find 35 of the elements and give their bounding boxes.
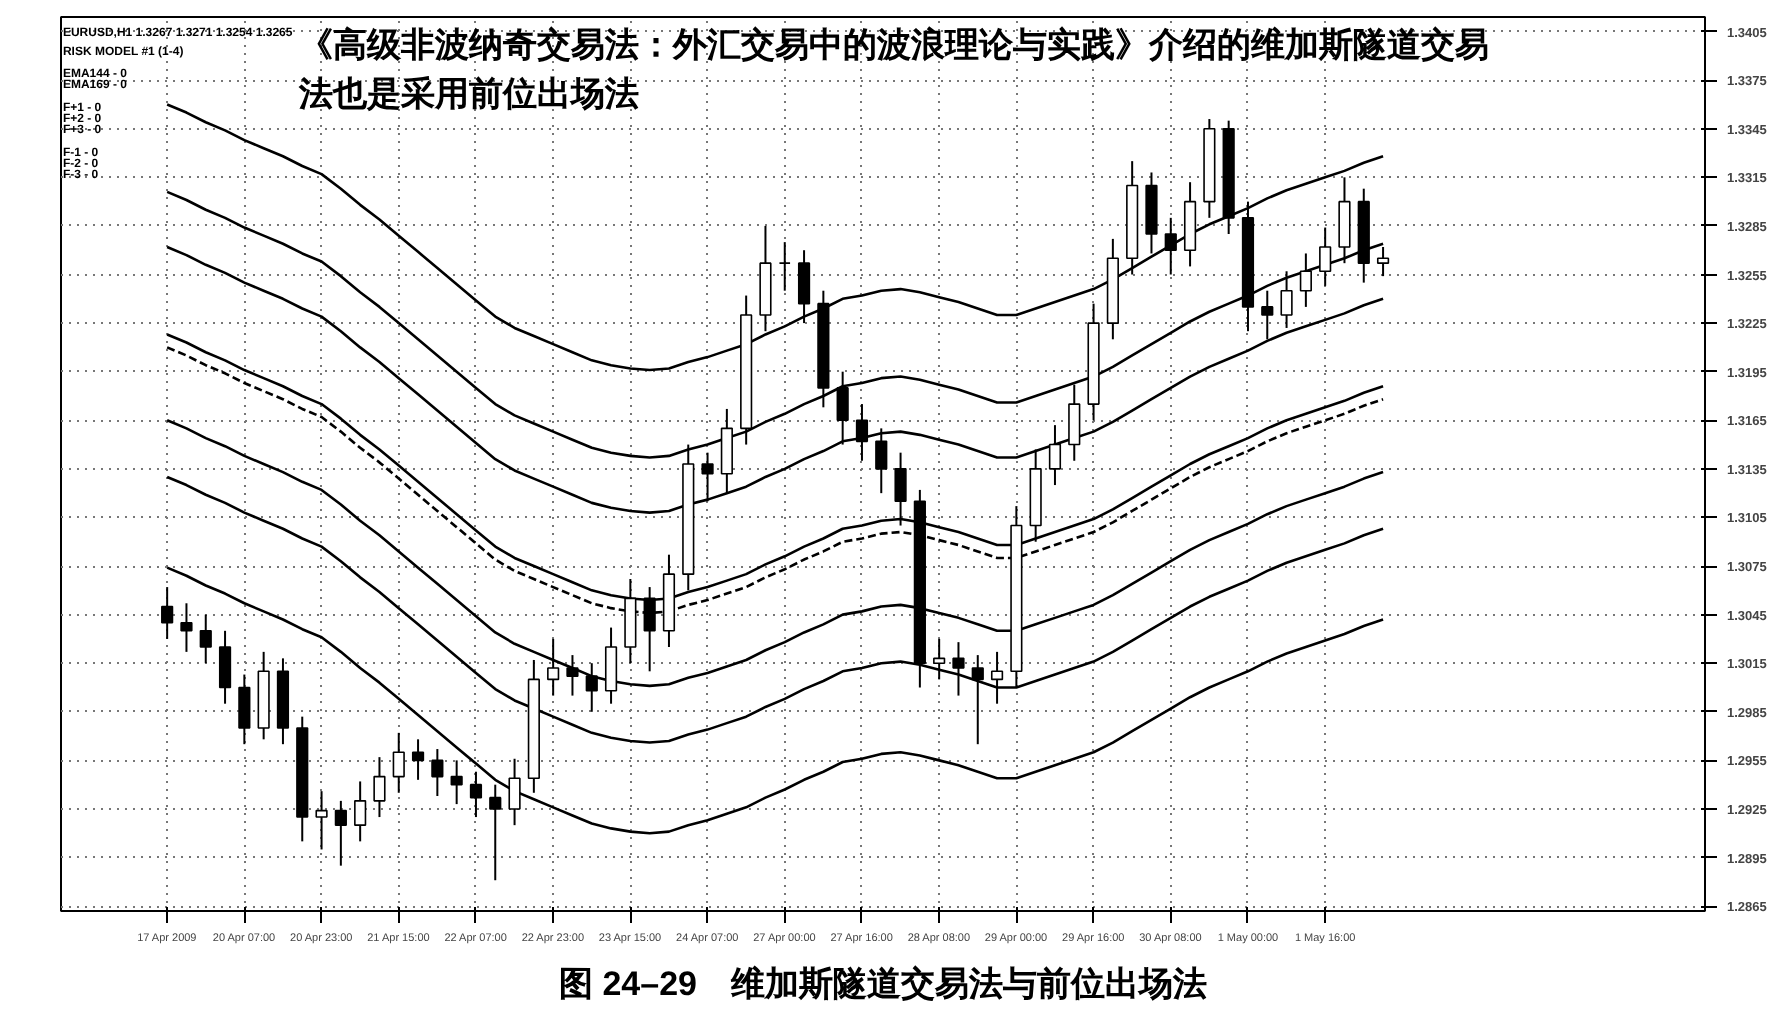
candlestick — [431, 748, 444, 798]
candlestick — [180, 602, 193, 653]
candlestick — [1319, 226, 1332, 287]
candlestick — [797, 249, 811, 325]
candlestick — [354, 780, 367, 843]
candlestick — [218, 629, 232, 705]
annotation: 《高级非波纳奇交易法：外汇交易中的波浪理论与实践》介绍的维加斯隧道交易法也是采用前位出场法 — [297, 25, 1490, 116]
candlestick — [701, 451, 714, 503]
candlestick — [450, 759, 463, 806]
candlestick — [894, 451, 907, 527]
candlestick — [161, 586, 174, 640]
candlestick — [489, 783, 502, 882]
candlestick — [1048, 424, 1062, 487]
candlestick — [855, 403, 869, 462]
candlestick — [411, 738, 425, 781]
candlestick — [1299, 252, 1312, 308]
candlestick — [392, 731, 405, 794]
candlestick — [334, 799, 347, 867]
candlestick — [199, 613, 212, 665]
candlestick — [373, 756, 386, 819]
candlestick — [778, 241, 791, 292]
candlestick — [315, 790, 328, 851]
text: 图 24–29 维加斯隧道交易法与前位出场法 — [559, 965, 1207, 1003]
candlestick — [836, 370, 849, 446]
candlestick — [469, 770, 483, 819]
candlestick — [1261, 289, 1274, 341]
candlestick — [933, 637, 946, 681]
candlestick — [990, 650, 1004, 705]
candlestick — [952, 641, 965, 697]
candlestick — [875, 427, 888, 495]
line-series — [165, 566, 1385, 835]
candlestick — [508, 757, 521, 827]
candlestick — [238, 673, 251, 746]
candlestick — [1164, 216, 1177, 276]
candlestick — [1280, 270, 1293, 329]
